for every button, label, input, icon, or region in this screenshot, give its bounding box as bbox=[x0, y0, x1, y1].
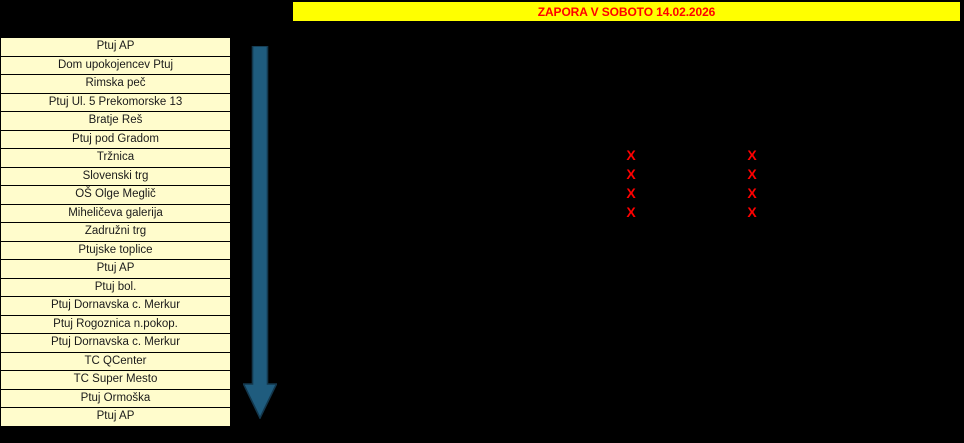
cancellation-x-icon: X bbox=[626, 204, 636, 220]
closure-notice-banner: ZAPORA V SOBOTO 14.02.2026 bbox=[293, 2, 960, 21]
table-row: Dom upokojencev Ptuj bbox=[0, 55, 231, 76]
arrow-shape bbox=[243, 46, 277, 419]
table-row: Ptuj Dornavska c. Merkur bbox=[0, 333, 231, 353]
bus-stop-name-cell: Ptuj pod Gradom bbox=[0, 129, 231, 150]
table-row: Ptuj Ul. 5 Prekomorske 13 bbox=[0, 92, 231, 113]
cancellation-x-icon: X bbox=[747, 147, 757, 163]
bus-stop-name-cell: Ptuj bol. bbox=[0, 277, 231, 298]
bus-stop-name-cell: Ptuj Dornavska c. Merkur bbox=[0, 296, 231, 316]
bus-stop-name-cell: TC QCenter bbox=[0, 351, 231, 372]
bus-stop-name-cell: Dom upokojencev Ptuj bbox=[0, 55, 231, 76]
cancellation-x-icon: X bbox=[626, 166, 636, 182]
bus-stop-name-cell: Zadružni trg bbox=[0, 222, 231, 242]
bus-stop-name-cell: OŠ Olge Meglič bbox=[0, 185, 231, 205]
cancellation-x-icon: X bbox=[747, 204, 757, 220]
cancellation-x-icon: X bbox=[626, 147, 636, 163]
table-row: OŠ Olge Meglič bbox=[0, 185, 231, 205]
table-row: Zadružni trg bbox=[0, 222, 231, 242]
bus-stop-name-cell: Slovenski trg bbox=[0, 166, 231, 187]
direction-down-arrow-icon bbox=[243, 46, 277, 419]
table-row: Ptuj Rogoznica n.pokop. bbox=[0, 314, 231, 335]
bus-stop-name-cell: Ptuj Ormoška bbox=[0, 388, 231, 409]
bus-stops-table: Ptuj AP Dom upokojencev Ptuj Rimska peč Ptu… bbox=[0, 37, 231, 427]
table-row: Ptuj Ormoška bbox=[0, 388, 231, 409]
bus-stops-table-body: Ptuj AP Dom upokojencev Ptuj Rimska peč Ptu… bbox=[0, 37, 231, 427]
table-row: Ptuj pod Gradom bbox=[0, 129, 231, 150]
bus-stop-name-cell: Ptuj AP bbox=[0, 37, 231, 57]
cancellation-x-icon: X bbox=[747, 185, 757, 201]
table-row: Ptuj Dornavska c. Merkur bbox=[0, 296, 231, 316]
table-row: Bratje Reš bbox=[0, 111, 231, 131]
bus-stop-name-cell: Ptuj Rogoznica n.pokop. bbox=[0, 314, 231, 335]
table-row: TC Super Mesto bbox=[0, 370, 231, 390]
table-row: Ptuj AP bbox=[0, 37, 231, 57]
bus-stop-name-cell: Ptuj AP bbox=[0, 259, 231, 279]
table-row: Ptuj bol. bbox=[0, 277, 231, 298]
bus-stop-name-cell: Miheličeva galerija bbox=[0, 203, 231, 224]
table-row: Slovenski trg bbox=[0, 166, 231, 187]
table-row: Ptujske toplice bbox=[0, 240, 231, 261]
table-row: Tržnica bbox=[0, 148, 231, 168]
bus-stop-name-cell: Bratje Reš bbox=[0, 111, 231, 131]
bus-stop-name-cell: Ptuj Ul. 5 Prekomorske 13 bbox=[0, 92, 231, 113]
table-row: TC QCenter bbox=[0, 351, 231, 372]
bus-stop-name-cell: TC Super Mesto bbox=[0, 370, 231, 390]
bus-stop-name-cell: Rimska peč bbox=[0, 74, 231, 94]
bus-stop-name-cell: Ptuj Dornavska c. Merkur bbox=[0, 333, 231, 353]
table-row: Ptuj AP bbox=[0, 259, 231, 279]
bus-stop-name-cell: Tržnica bbox=[0, 148, 231, 168]
table-row: Ptuj AP bbox=[0, 407, 231, 427]
cancellation-x-icon: X bbox=[747, 166, 757, 182]
bus-stop-name-cell: Ptuj AP bbox=[0, 407, 231, 427]
table-row: Miheličeva galerija bbox=[0, 203, 231, 224]
bus-stop-name-cell: Ptujske toplice bbox=[0, 240, 231, 261]
cancellation-x-icon: X bbox=[626, 185, 636, 201]
table-row: Rimska peč bbox=[0, 74, 231, 94]
